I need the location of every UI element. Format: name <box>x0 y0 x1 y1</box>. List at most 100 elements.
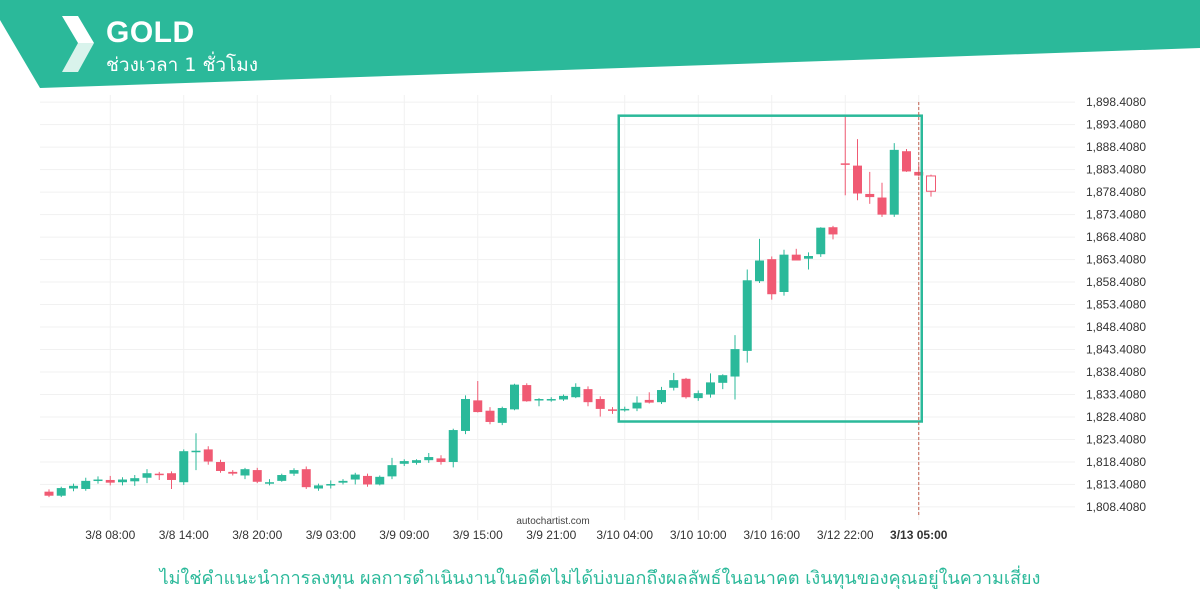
candle-body <box>828 227 838 235</box>
candle-body <box>338 480 348 483</box>
candle <box>595 396 605 417</box>
candle-body <box>497 408 507 423</box>
x-tick-label: 3/9 21:00 <box>526 528 576 542</box>
candle-body <box>865 193 875 198</box>
candle <box>718 374 728 390</box>
candle-body <box>424 457 434 461</box>
candle-body <box>877 197 887 215</box>
candle-body <box>142 473 152 478</box>
x-tick-label: 3/8 14:00 <box>159 528 209 542</box>
candle-body <box>718 375 728 383</box>
candle <box>350 472 360 485</box>
candle-body <box>105 479 115 483</box>
candle-body <box>154 473 164 476</box>
y-tick-label: 1,883.4080 <box>1086 163 1146 177</box>
candle-body <box>559 395 568 400</box>
candle <box>889 143 899 217</box>
candle-body <box>240 469 250 476</box>
y-tick-label: 1,828.4080 <box>1086 410 1146 424</box>
candle <box>816 227 826 257</box>
candle <box>167 471 176 489</box>
candle <box>118 477 127 486</box>
candle-body <box>730 349 740 377</box>
candle-body <box>44 491 54 496</box>
candle <box>130 475 140 486</box>
header-banner <box>0 0 1200 88</box>
candle <box>203 446 213 465</box>
candle <box>81 477 91 491</box>
candle <box>326 480 336 489</box>
candle-body <box>620 408 630 411</box>
candle <box>583 386 593 407</box>
x-axis: 3/8 08:00 3/8 14:00 3/8 20:00 3/9 03:00 3/9 … <box>85 528 948 542</box>
candle <box>436 455 446 465</box>
candle <box>338 479 348 485</box>
candle <box>412 459 421 465</box>
candle-body <box>326 484 336 486</box>
candle-body <box>706 382 715 395</box>
candle <box>314 483 323 491</box>
candle <box>142 469 152 484</box>
candle <box>804 252 813 270</box>
candle <box>228 470 238 476</box>
disclaimer-text: ไม่ใช่คำแนะนำการลงทุน ผลการดำเนินงานในอด… <box>159 568 1041 589</box>
candles <box>44 116 936 498</box>
candle <box>387 457 397 480</box>
candle <box>730 335 740 400</box>
candle-body <box>265 482 274 484</box>
candle-body <box>203 449 213 462</box>
candle <box>840 116 850 196</box>
x-tick-label: 3/10 04:00 <box>596 528 653 542</box>
candle-body <box>534 399 544 401</box>
candle <box>546 397 556 402</box>
candle-body <box>301 469 311 488</box>
candle <box>363 473 372 487</box>
grid <box>40 95 1075 520</box>
candle-body <box>742 280 752 351</box>
x-tick-label: 3/10 10:00 <box>670 528 727 542</box>
candle <box>265 479 274 486</box>
candle <box>497 406 507 426</box>
candle-body <box>485 410 495 422</box>
autochartist-logo-icon <box>62 16 94 72</box>
candle-body <box>546 399 556 401</box>
candle <box>179 449 189 485</box>
candle <box>399 459 409 467</box>
candle <box>877 182 887 217</box>
candle-body <box>681 378 691 398</box>
candle-body <box>216 461 225 471</box>
header-banner-shape <box>0 0 1200 88</box>
candle-body <box>632 402 642 409</box>
y-tick-label: 1,898.4080 <box>1086 95 1146 109</box>
candle-body <box>314 485 323 489</box>
candle <box>693 390 703 401</box>
candle <box>657 386 666 404</box>
candle-body <box>473 400 483 413</box>
candle <box>828 225 838 240</box>
candle <box>154 471 164 480</box>
candle-body <box>595 399 605 409</box>
candle <box>448 428 458 468</box>
y-tick-label: 1,893.4080 <box>1086 118 1146 132</box>
candle-body <box>926 175 936 192</box>
candle <box>571 383 581 399</box>
candle <box>534 398 544 407</box>
x-tick-label: 3/13 05:00 <box>890 528 948 542</box>
candle <box>608 407 617 414</box>
candle <box>252 467 262 484</box>
instrument-title: GOLD <box>106 16 195 49</box>
candle-body <box>693 393 703 399</box>
candle <box>791 248 801 261</box>
candle-body <box>363 475 372 485</box>
candle-body <box>167 473 176 480</box>
y-tick-label: 1,823.4080 <box>1086 432 1146 446</box>
candle-body <box>118 479 127 483</box>
candle-body <box>448 430 458 462</box>
candle-body <box>81 480 91 489</box>
candle-body <box>375 476 385 485</box>
candle <box>473 381 483 413</box>
candle <box>853 139 862 201</box>
candle <box>44 489 54 498</box>
candle-body <box>657 390 666 403</box>
candle-body <box>130 478 140 482</box>
